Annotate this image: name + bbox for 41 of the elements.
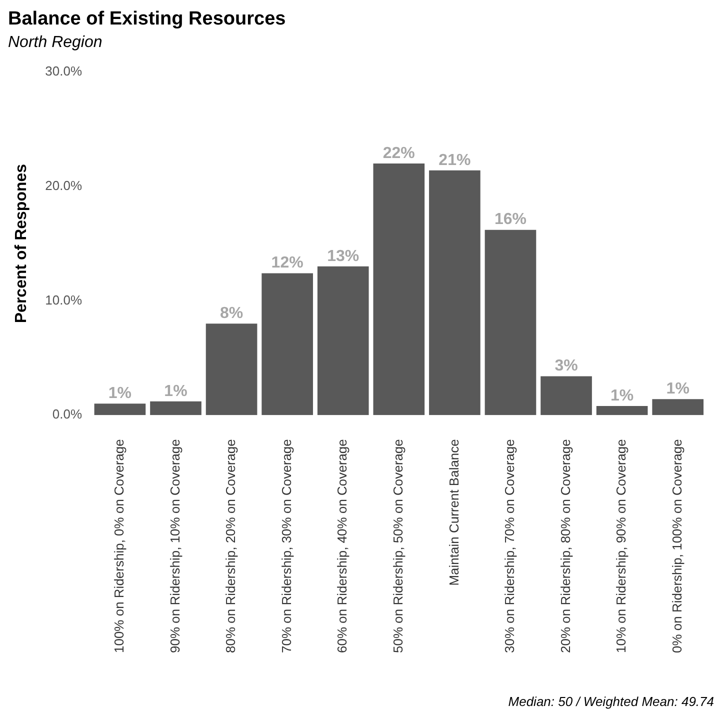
bar	[150, 401, 202, 416]
y-tick-label: 10.0%	[45, 292, 82, 308]
text: Median: 50 / Weighted Mean: 49.74	[508, 694, 714, 710]
bar	[262, 273, 313, 416]
data-label: 1%	[164, 382, 188, 400]
bar	[652, 399, 704, 416]
bar	[373, 163, 425, 416]
bar	[540, 376, 592, 416]
x-tick-label: 80% on Ridership, 20% on Coverage	[223, 439, 238, 654]
x-tick-label: 20% on Ridership, 80% on Coverage	[558, 439, 573, 654]
x-tick-label: 10% on Ridership, 90% on Coverage	[614, 439, 629, 654]
x-tick-label: 70% on Ridership, 30% on Coverage	[278, 439, 294, 654]
data-label: 1%	[610, 387, 634, 404]
y-tick-label: 0.0%	[52, 406, 82, 422]
y-axis-title: Percent of Respones	[13, 164, 30, 324]
data-label: 21%	[438, 152, 471, 169]
data-label: 1%	[108, 385, 132, 402]
x-tick-label: 50% on Ridership, 50% on Coverage	[390, 439, 406, 654]
data-label: 22%	[382, 144, 415, 162]
data-label: 8%	[220, 305, 244, 322]
chart-title: Balance of Existing Resources	[8, 8, 286, 30]
data-label: 16%	[494, 211, 526, 228]
bar	[596, 406, 648, 416]
data-label: 12%	[271, 254, 304, 272]
chart-subtitle: North Region	[8, 34, 102, 51]
bar	[317, 266, 369, 416]
bar	[94, 404, 146, 416]
x-tick-label: 30% on Ridership, 70% on Coverage	[502, 439, 518, 654]
x-tick-label: 90% on Ridership, 10% on Coverage	[167, 439, 182, 654]
x-tick-label: 100% on Ridership, 0% on Coverage	[112, 439, 127, 654]
x-tick-label: 0% on Ridership, 100% on Coverage	[669, 439, 684, 654]
y-tick-label: 30.0%	[45, 64, 82, 79]
x-tick-label: 60% on Ridership, 40% on Coverage	[334, 439, 350, 654]
data-label: 3%	[554, 358, 578, 375]
x-tick-label: Maintain Current Balance	[446, 439, 462, 586]
bar	[484, 230, 536, 416]
data-label: 1%	[666, 380, 690, 398]
y-tick-label: 20.0%	[45, 178, 82, 193]
data-label: 13%	[327, 248, 360, 265]
bar	[429, 170, 480, 416]
bar	[206, 324, 258, 416]
